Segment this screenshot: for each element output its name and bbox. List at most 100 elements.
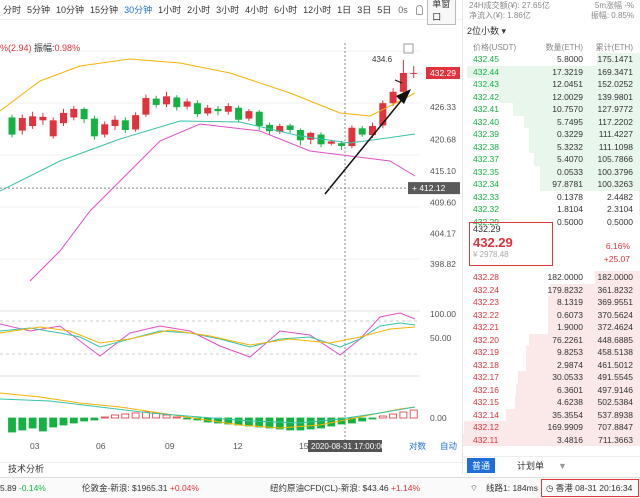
ask-row[interactable]: 432.42 12.0029 139.9801 <box>463 90 640 103</box>
candle-body <box>348 127 356 146</box>
qty-cell: 35.3554 <box>552 409 583 420</box>
bid-row[interactable]: 432.24 179.8232 361.8232 <box>463 283 640 296</box>
candle-body <box>163 96 170 105</box>
macd-bar <box>162 414 171 419</box>
macd-bar <box>28 417 37 429</box>
technical-analysis-tab[interactable]: 技术分析 <box>0 462 462 474</box>
price-cell: 432.39 <box>473 129 499 139</box>
candle-body <box>410 72 418 74</box>
tab-plan-order[interactable]: 计划单 <box>517 461 545 471</box>
auto-toggle[interactable]: 自动 <box>440 441 458 451</box>
bid-row[interactable]: 432.15 4.6238 502.5384 <box>463 396 640 409</box>
price-cell: 432.17 <box>473 372 499 382</box>
macd-bar <box>409 409 418 419</box>
ask-row[interactable]: 432.32 1.8104 2.3104 <box>463 203 640 216</box>
bid-row[interactable]: 432.14 35.3554 537.8938 <box>463 408 640 421</box>
last-price: 432.29 <box>473 235 513 250</box>
price-cell: 432.16 <box>473 384 499 395</box>
ask-row[interactable]: 432.33 0.1378 2.4482 <box>463 190 640 203</box>
total-cell: 117.2202 <box>598 116 633 127</box>
indicator-axis-label: 50.00 <box>430 333 452 343</box>
dropdown-icon[interactable]: ▼ <box>558 460 567 471</box>
depth-bar <box>528 333 640 346</box>
bid-row[interactable]: 432.23 8.1319 369.9551 <box>463 296 640 309</box>
timeframe-0[interactable]: 分时 <box>3 4 22 15</box>
info-line: %(2.94) 振幅:0.98% <box>0 41 80 54</box>
precision-select[interactable]: 2位小数 ▾ <box>467 24 506 37</box>
bell-icon[interactable] <box>415 4 424 15</box>
change-abs: +25.07 <box>603 254 630 264</box>
line-status[interactable]: 线路1: 184ms <box>486 483 538 493</box>
timeframe-9[interactable]: 6小时 <box>274 4 298 15</box>
bid-row[interactable]: 432.21 1.9000 372.4624 <box>463 321 640 334</box>
log-toggle[interactable]: 对数 <box>409 441 427 451</box>
ask-row[interactable]: 432.45 5.8000 175.1471 <box>463 53 640 66</box>
high-pointer <box>394 79 403 84</box>
timeframe-13[interactable]: 5日 <box>377 4 392 15</box>
price-cell: 432.37 <box>473 154 499 164</box>
bid-row[interactable]: 432.19 9.8253 458.5138 <box>463 346 640 359</box>
timeframe-5[interactable]: 1小时 <box>158 4 182 15</box>
price-chart[interactable]: 432.29 426.33 420.68 415.10 409.60 404.17 398.… <box>0 21 462 461</box>
macd-bar <box>18 417 27 431</box>
bid-row[interactable]: 432.22 0.6073 370.5624 <box>463 308 640 321</box>
bids-list: 432.28 182.0000 182.0000 432.24 179.8232 361.… <box>463 271 640 446</box>
ask-row[interactable]: 432.38 5.3232 111.1098 <box>463 140 640 153</box>
bid-row[interactable]: 432.28 182.0000 182.0000 <box>463 271 640 284</box>
ask-row[interactable]: 432.39 0.3229 111.4227 <box>463 128 640 141</box>
ticker-item-0[interactable]: 5.89 -0.14% <box>0 478 46 498</box>
middle-band-line <box>0 120 416 192</box>
ask-row[interactable]: 432.37 5.4070 105.7866 <box>463 153 640 166</box>
qty-cell: 0.5000 <box>557 216 583 227</box>
depth-bar <box>515 396 640 409</box>
candle-body <box>101 124 109 135</box>
qty-cell: 1.9000 <box>557 322 583 332</box>
change-prefix: %(2.94) <box>0 43 32 53</box>
timeframe-2[interactable]: 10分钟 <box>56 4 85 15</box>
timeframe-3[interactable]: 15分钟 <box>90 4 119 15</box>
macd-bar <box>141 411 150 419</box>
timeframe-4[interactable]: 30分钟 <box>124 4 153 15</box>
timeframe-1[interactable]: 5分钟 <box>27 4 51 15</box>
ticker-item-1[interactable]: 伦敦金-新浪: $1965.31 +0.04% <box>82 478 199 498</box>
ask-row[interactable]: 432.29 0.5000 0.5000 <box>463 216 640 229</box>
timeframe-8[interactable]: 4小时 <box>245 4 269 15</box>
depth-bar <box>525 358 640 371</box>
total-cell: 111.1098 <box>598 141 633 152</box>
timeframe-6[interactable]: 2小时 <box>187 4 211 15</box>
timeframe-11[interactable]: 1日 <box>337 4 352 15</box>
macd-bar <box>378 415 387 419</box>
ask-row[interactable]: 432.43 12.0451 152.0252 <box>463 78 640 91</box>
ticker-item-2[interactable]: 纽约原油CFD(CL)-新浪: $43.46 +1.14% <box>270 478 420 498</box>
bid-row[interactable]: 432.12 169.9909 707.8847 <box>463 421 640 434</box>
last-price-box[interactable]: 432.29 432.29 ¥ 2978.48 <box>469 222 553 266</box>
price-cell: 432.24 <box>473 284 499 295</box>
timeframe-10[interactable]: 12小时 <box>303 4 332 15</box>
price-axis-label: 426.33 <box>430 102 456 112</box>
seconds-label[interactable]: 0s <box>398 4 408 15</box>
bid-row[interactable]: 432.17 30.0533 491.5545 <box>463 371 640 384</box>
qty-cell: 1.8104 <box>557 204 583 214</box>
bid-row[interactable]: 432.11 3.4816 711.3663 <box>463 433 640 446</box>
macd-bar <box>39 417 47 432</box>
col-total: 累计(ETH) <box>595 43 633 52</box>
ask-row[interactable]: 432.34 97.8781 100.3263 <box>463 178 640 191</box>
timeframe-7[interactable]: 3小时 <box>216 4 240 15</box>
macd-bar <box>389 413 398 419</box>
bid-row[interactable]: 432.18 2.9874 461.5012 <box>463 358 640 371</box>
precision-value: 2位小数 <box>467 26 500 36</box>
ask-row[interactable]: 432.41 10.7570 127.9772 <box>463 103 640 116</box>
timeframe-12[interactable]: 3日 <box>357 4 372 15</box>
bid-row[interactable]: 432.16 6.3601 497.9146 <box>463 383 640 396</box>
ask-row[interactable]: 432.35 0.0533 100.3796 <box>463 165 640 178</box>
single-window-button[interactable]: 单窗口 <box>427 0 456 25</box>
total-cell: 169.3471 <box>597 66 633 77</box>
last-price-small: 432.29 <box>473 224 501 234</box>
candle-body <box>39 116 47 121</box>
tab-normal[interactable]: 普通 <box>467 458 496 473</box>
crosshair-time-bg <box>308 440 382 452</box>
ask-row[interactable]: 432.44 17.3219 169.3471 <box>463 65 640 78</box>
bid-row[interactable]: 432.20 76.2261 448.6885 <box>463 333 640 346</box>
price-cell: 432.42 <box>473 91 499 102</box>
ask-row[interactable]: 432.40 5.7495 117.2202 <box>463 115 640 128</box>
